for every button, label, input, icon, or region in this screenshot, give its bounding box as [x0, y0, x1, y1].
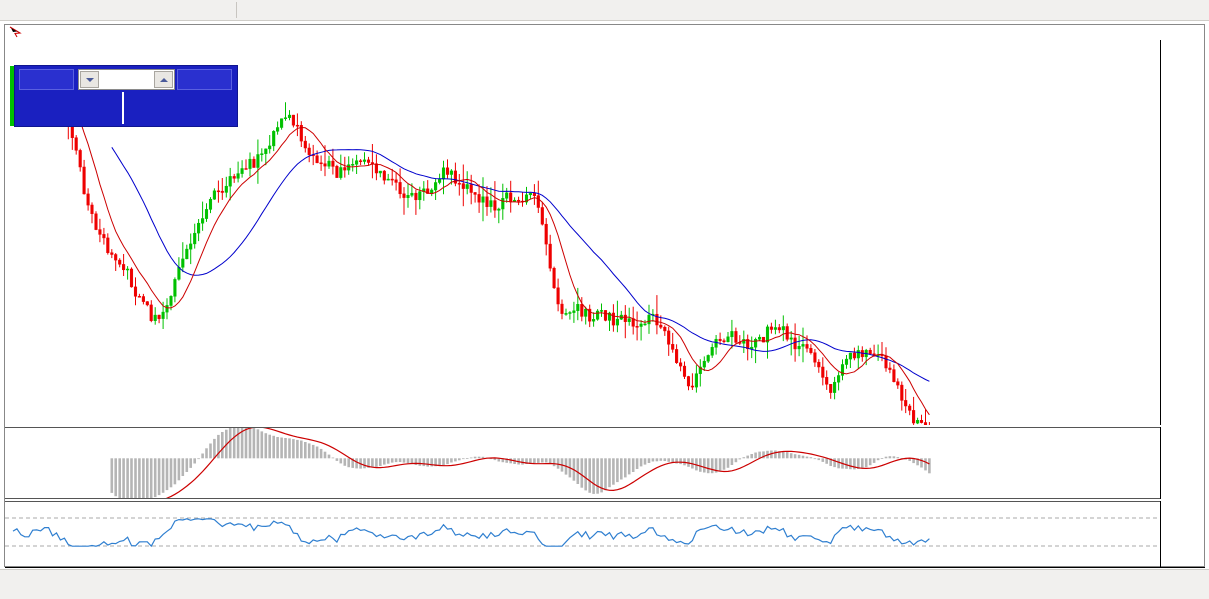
rsi-line: [12, 518, 930, 548]
rsi-plot: [5, 517, 1160, 548]
sell-price-quote[interactable]: [18, 92, 124, 124]
price-pane[interactable]: [5, 40, 1160, 425]
chart-tab-bar: [0, 569, 1209, 599]
ma-slow-line: [111, 147, 930, 382]
macd-pane[interactable]: [5, 427, 1160, 499]
macd-histogram: [110, 428, 931, 498]
chart-titlebar: [5, 25, 1204, 40]
rsi-pane[interactable]: [5, 501, 1160, 567]
volume-input[interactable]: [78, 69, 175, 90]
buy-price-quote[interactable]: [128, 92, 234, 124]
sell-button[interactable]: [19, 69, 74, 90]
candlestick-plot: [11, 73, 930, 425]
rsi-axis: [1160, 501, 1205, 567]
ma-fast-line: [44, 99, 930, 416]
price-axis: [1160, 40, 1205, 425]
buy-button[interactable]: [177, 69, 232, 90]
date-axis: [5, 567, 1205, 586]
timeframe-toolbar: [0, 0, 1209, 21]
macd-signal-line: [165, 428, 930, 498]
one-click-trading-panel[interactable]: [10, 65, 238, 127]
macd-plot: [110, 428, 931, 498]
cursor-arrow-icon: [9, 26, 22, 38]
chart-window: [4, 24, 1205, 568]
toolbar-divider: [236, 2, 237, 18]
volume-increase-button[interactable]: [154, 71, 173, 88]
volume-decrease-button[interactable]: [80, 71, 99, 88]
macd-axis: [1160, 427, 1205, 499]
panel-accent-bar: [10, 66, 14, 126]
